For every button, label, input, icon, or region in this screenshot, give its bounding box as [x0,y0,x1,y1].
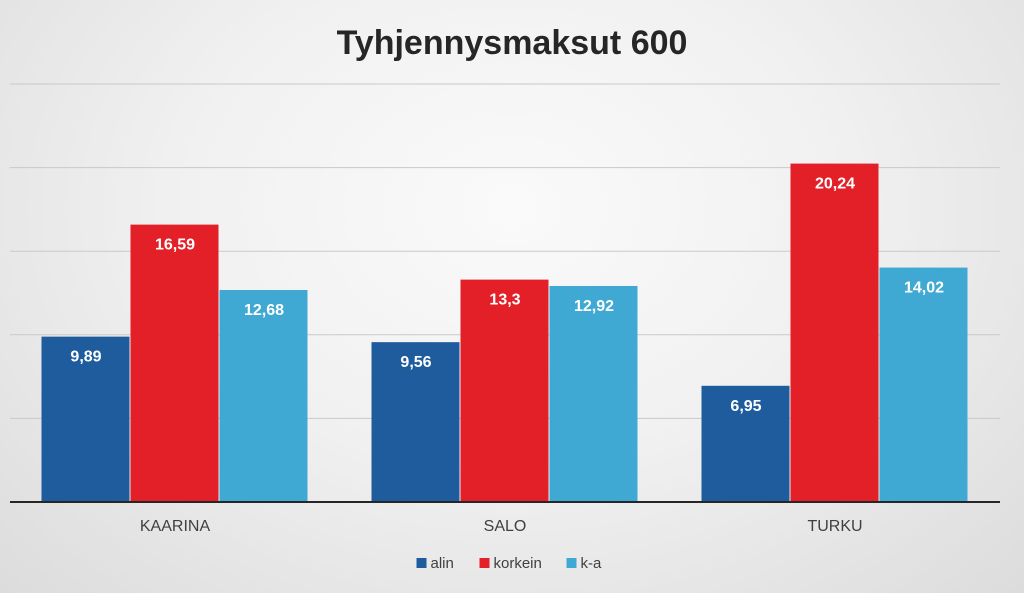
data-label: 14,02 [904,280,944,297]
bar-k-a-turku [879,267,968,502]
chart-title: Tyhjennysmaksut 600 [337,24,688,62]
legend-item: alin [431,555,454,572]
data-label: 13,3 [489,292,520,309]
data-label: 9,56 [400,354,431,371]
x-axis: KAARINA SALO TURKU [10,501,1000,535]
bar-alin-salo [371,342,460,502]
bar-k-a-kaarina [219,289,308,502]
data-label: 12,92 [574,298,614,315]
bars [41,163,968,502]
bar-korkein-kaarina [130,224,219,502]
bar-alin-turku [701,385,790,502]
bar-korkein-salo [460,279,549,502]
data-label: 6,95 [730,398,761,415]
legend-swatch [416,558,427,568]
x-tick-label: KAARINA [140,518,211,535]
data-label: 16,59 [155,237,195,254]
x-tick-label: SALO [484,518,527,535]
legend-item: korkein [494,555,542,572]
data-labels: 9,89 16,59 12,68 9,56 13,3 12,92 6,95 20,24 14,0… [70,176,944,415]
data-label: 20,24 [815,176,855,193]
legend-swatch [479,558,490,568]
data-label: 12,68 [244,302,284,319]
legend-item: k-a [581,555,602,572]
bar-k-a-salo [549,285,638,502]
bar-korkein-turku [790,163,879,502]
x-tick-label: TURKU [807,518,862,535]
bar-alin-kaarina [41,336,130,502]
data-label: 9,89 [70,349,101,366]
legend-swatch [566,558,577,568]
legend: alin korkein k-a [416,555,602,572]
